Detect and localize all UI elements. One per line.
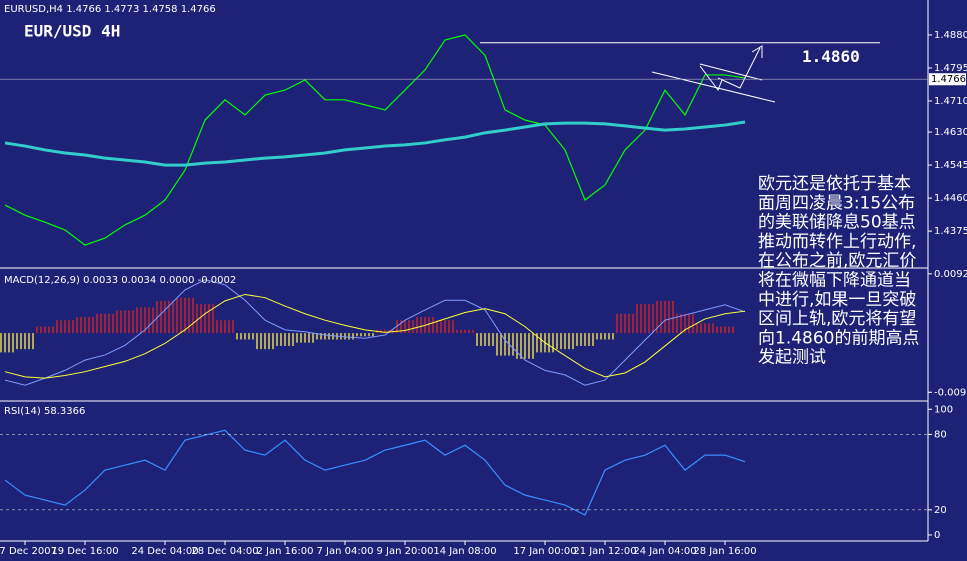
- commentary-line: 发起测试: [758, 348, 826, 368]
- channel-line: [651, 71, 776, 103]
- target-label: 1.4860: [802, 47, 860, 66]
- x-tick-label: 24 Jan 04:00: [633, 546, 696, 557]
- y-tick-label: 1.4710: [934, 96, 967, 107]
- commentary-line: 在公布之前,欧元汇价: [758, 251, 916, 271]
- x-tick-label: 17 Jan 00:00: [513, 546, 576, 557]
- commentary-line: 面周四凌晨3:15公布: [758, 193, 915, 213]
- y-tick-label: 1.4375: [934, 226, 967, 237]
- x-tick-label: 28 Jan 16:00: [693, 546, 756, 557]
- arrow: [699, 65, 723, 92]
- y-tick-label: 1.4630: [934, 127, 967, 138]
- channel-line: [699, 63, 763, 81]
- y-tick-label: 100: [934, 404, 953, 415]
- rsi-header: RSI(14) 58.3366: [4, 406, 85, 417]
- symbol-title: EUR/USD 4H: [24, 22, 120, 41]
- y-tick-label: 1.4795: [934, 63, 967, 74]
- y-tick-label: 1.4545: [934, 160, 967, 171]
- y-tick-label: 0.0092: [934, 269, 967, 280]
- x-tick-label: 14 Jan 08:00: [433, 546, 496, 557]
- y-tick-label: 20: [934, 505, 947, 516]
- arrow-head: [751, 45, 763, 58]
- series-line: [4, 279, 746, 386]
- y-tick-label: 1.4460: [934, 193, 967, 204]
- x-tick-label: 28 Dec 04:00: [191, 546, 258, 557]
- commentary-line: 推动而转作上行动作,: [758, 232, 916, 252]
- series-line: [4, 429, 746, 516]
- commentary-line: 欧元还是依托于基本: [758, 174, 911, 194]
- commentary-line: 将在微幅下降通道当: [758, 271, 911, 291]
- series-line: [4, 34, 746, 246]
- series-line: [4, 293, 746, 379]
- x-tick-label: 9 Jan 20:00: [377, 546, 434, 557]
- commentary-line: 的美联储降息50基点: [758, 213, 916, 233]
- plot-area: [0, 34, 928, 516]
- commentary-line: 区间上轨,欧元将有望: [758, 309, 916, 329]
- commentary-line: 向1.4860的前期高点: [758, 328, 919, 348]
- y-tick-label: -0.0092: [934, 387, 967, 398]
- current-price-box: [929, 73, 966, 86]
- x-tick-label: 19 Dec 16:00: [51, 546, 118, 557]
- chart-header: EURUSD,H4 1.4766 1.4773 1.4758 1.4766: [4, 4, 216, 15]
- x-tick-label: 17 Dec 2007: [0, 546, 57, 557]
- macd-header: MACD(12,26,9) 0.0033 0.0034 0.0000 -0.00…: [4, 275, 236, 286]
- y-tick-label: 1.4880: [934, 30, 967, 41]
- x-tick-label: 2 Jan 16:00: [257, 546, 314, 557]
- y-tick-label: 0: [934, 530, 940, 541]
- commentary-line: 中进行,如果一旦突破: [758, 290, 916, 310]
- current-price-label: 1.4766: [931, 74, 966, 85]
- x-tick-label: 24 Dec 04:00: [131, 546, 198, 557]
- x-tick-label: 7 Jan 04:00: [317, 546, 374, 557]
- arrow: [717, 47, 761, 89]
- x-tick-label: 21 Jan 12:00: [573, 546, 636, 557]
- y-tick-label: 80: [934, 429, 947, 440]
- series-line: [4, 120, 746, 167]
